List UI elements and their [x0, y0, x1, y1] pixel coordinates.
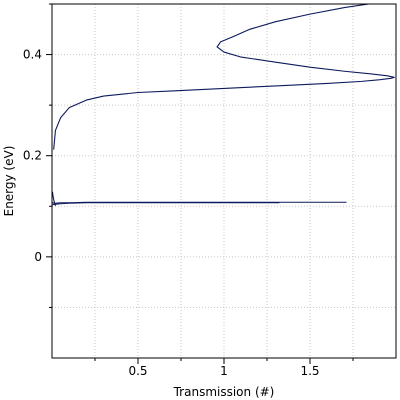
x-tick-label: 1 — [220, 364, 228, 378]
y-axis-title: Energy (eV) — [2, 146, 16, 217]
series-line-2 — [52, 202, 280, 206]
x-axis-title: Transmission (#) — [173, 385, 275, 399]
y-tick-label: 0.2 — [23, 149, 42, 163]
plot-frame — [51, 3, 397, 359]
grid-lines — [52, 3, 396, 358]
plot-series — [52, 4, 395, 206]
y-tick-label: 0 — [34, 250, 42, 264]
x-tick-label: 1.5 — [300, 364, 319, 378]
series-line-4 — [53, 4, 395, 150]
axis-ticks — [46, 3, 354, 364]
x-tick-label: 0.5 — [128, 364, 147, 378]
y-tick-label: 0.4 — [23, 48, 42, 62]
tick-labels: 0.5 1 1.5 0 0.2 0.4 — [23, 48, 320, 378]
series-line-3 — [52, 191, 56, 206]
